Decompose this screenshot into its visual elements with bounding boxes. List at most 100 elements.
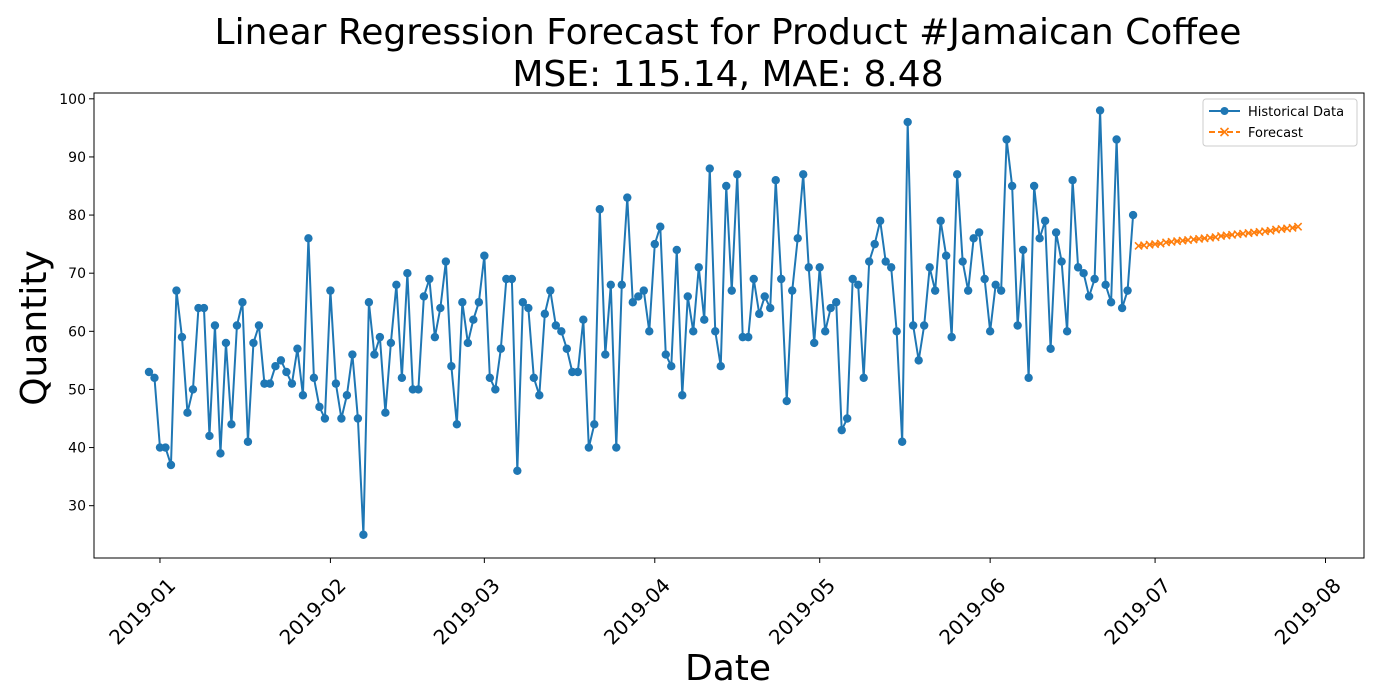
- historical-data-point: [441, 257, 451, 266]
- historical-data-point: [491, 385, 500, 394]
- historical-data-point: [1090, 274, 1099, 284]
- legend-marker-historical: [1220, 107, 1229, 115]
- historical-data-point: [243, 437, 253, 446]
- historical-data-point: [617, 280, 626, 290]
- historical-data-point: [1046, 344, 1055, 353]
- historical-data-point: [1123, 286, 1132, 295]
- historical-data-point: [1035, 234, 1044, 243]
- historical-data-point: [886, 263, 896, 272]
- x-axis-label: Date: [685, 648, 771, 689]
- historical-data-point: [980, 274, 989, 284]
- historical-data-point: [689, 327, 698, 336]
- historical-data-point: [1007, 181, 1017, 191]
- y-tick-label: 80: [68, 208, 86, 224]
- historical-data-point: [177, 332, 187, 342]
- historical-data-point: [144, 367, 154, 377]
- historical-data-point: [540, 309, 550, 319]
- historical-data-point: [1079, 268, 1088, 278]
- historical-data-point: [381, 408, 390, 417]
- historical-data-point: [546, 286, 555, 295]
- historical-data-point: [524, 303, 533, 313]
- historical-data-point: [826, 303, 835, 313]
- historical-data-point: [573, 367, 583, 377]
- historical-data-point: [1068, 175, 1077, 185]
- x-tick-label: 2019-06: [934, 573, 1010, 649]
- historical-data-point: [474, 298, 484, 307]
- historical-data-point: [1106, 298, 1116, 307]
- historical-data-point: [771, 175, 780, 185]
- historical-data-point: [958, 257, 967, 266]
- historical-data-point: [985, 327, 995, 336]
- historical-data-point: [337, 414, 346, 423]
- historical-data-point: [711, 327, 720, 336]
- historical-data-point: [969, 234, 978, 243]
- historical-data-point: [513, 466, 522, 476]
- y-tick-label: 30: [68, 499, 86, 515]
- historical-data-point: [205, 431, 214, 441]
- historical-data-point: [606, 280, 615, 290]
- historical-data-point: [875, 216, 885, 226]
- historical-data-point: [744, 332, 753, 342]
- historical-data-point: [930, 286, 940, 295]
- historical-data-point: [952, 170, 962, 179]
- historical-series-line: [148, 110, 1135, 535]
- historical-data-point: [1024, 373, 1033, 383]
- historical-data-point: [535, 391, 544, 400]
- historical-data-point: [271, 361, 280, 371]
- historical-data-point: [766, 303, 775, 313]
- historical-data-point: [634, 292, 643, 301]
- y-tick-label: 40: [68, 441, 86, 457]
- x-tick-label: 2019-03: [429, 573, 505, 649]
- historical-data-point: [315, 402, 324, 412]
- historical-data-point: [832, 298, 841, 307]
- historical-data-point: [1101, 280, 1110, 290]
- historical-data-point: [870, 239, 879, 249]
- historical-data-point: [342, 391, 352, 400]
- historical-data-point: [760, 292, 769, 301]
- historical-data-point: [238, 298, 247, 307]
- historical-data-point: [667, 361, 676, 371]
- historical-data-point: [364, 298, 374, 307]
- historical-data-point: [963, 286, 973, 295]
- chart-subtitle: MSE: 115.14, MAE: 8.48: [512, 54, 943, 95]
- historical-data-point: [447, 361, 456, 371]
- x-tick-label: 2019-02: [275, 573, 351, 649]
- legend-label-forecast: Forecast: [1248, 126, 1303, 141]
- historical-data-point: [436, 303, 445, 313]
- historical-data-point: [414, 385, 423, 394]
- historical-data-point: [623, 193, 632, 202]
- historical-data-point: [1073, 263, 1083, 272]
- historical-data-point: [496, 344, 506, 353]
- historical-data-point: [265, 379, 275, 388]
- historical-data-point: [639, 286, 648, 295]
- historical-data-point: [936, 216, 945, 226]
- historical-data-point: [216, 449, 225, 458]
- legend-label-historical: Historical Data: [1248, 105, 1344, 120]
- historical-data-point: [749, 274, 758, 284]
- historical-data-point: [452, 420, 462, 429]
- historical-data-point: [694, 263, 703, 272]
- historical-data-point: [848, 274, 857, 284]
- historical-data-point: [672, 245, 681, 255]
- x-tick-label: 2019-08: [1270, 573, 1346, 649]
- historical-data-point: [287, 379, 297, 388]
- legend: Historical Data Forecast: [1202, 98, 1358, 147]
- historical-data-point: [612, 443, 621, 452]
- historical-data-point: [1062, 327, 1072, 336]
- historical-data-point: [485, 373, 495, 383]
- historical-data-point: [331, 379, 341, 388]
- historical-data-point: [601, 350, 610, 359]
- historical-data-point: [359, 530, 368, 539]
- historical-data-point: [469, 315, 478, 324]
- historical-data-point: [788, 286, 797, 295]
- historical-data-point: [282, 367, 291, 377]
- y-tick-label: 60: [68, 324, 86, 340]
- historical-data-point: [210, 321, 220, 330]
- historical-data-point: [518, 298, 528, 307]
- historical-data-point: [392, 280, 401, 290]
- historical-data-point: [1057, 257, 1066, 266]
- historical-data-point: [199, 303, 209, 313]
- historical-data-point: [793, 234, 802, 243]
- historical-data-point: [897, 437, 907, 446]
- historical-data-point: [1084, 292, 1094, 301]
